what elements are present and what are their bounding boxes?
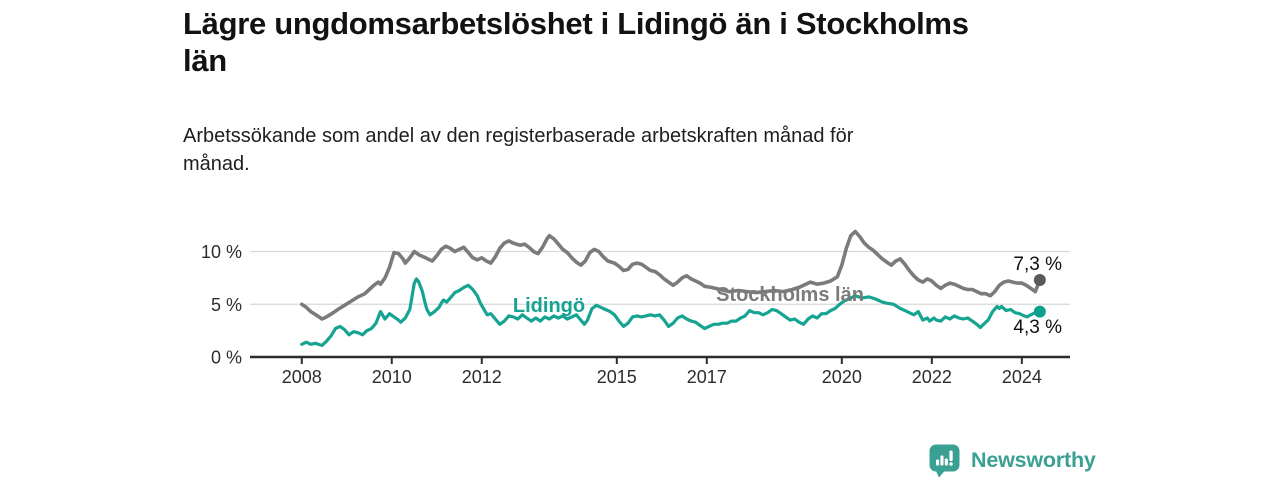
x-tick-label: 2012 [462,367,502,387]
series-end-dot-stockholms-l-n [1033,273,1046,286]
newsworthy-logo: Newsworthy [928,442,1096,478]
y-tick-label: 5 % [211,295,242,315]
x-tick-label: 2020 [822,367,862,387]
end-value-label-liding-: 4,3 % [1013,317,1062,338]
data-series [300,229,1046,347]
series-end-dot-liding- [1033,305,1046,318]
chart-subtitle-line-2: månad. [183,153,250,175]
x-tick-label: 2010 [372,367,412,387]
y-tick-label: 10 % [201,242,242,262]
y-tick-label: 0 % [211,348,242,368]
series-label-liding-: Lidingö [513,295,585,317]
series-label-stockholms-l-n: Stockholms län [716,284,864,306]
bar-chart-speech-bubble-icon [929,444,960,477]
end-value-label-stockholms-l-n: 7,3 % [1013,254,1062,275]
series-line-stockholms-l-n [300,229,1042,321]
x-tick-label: 2015 [597,367,637,387]
chart-title: Lägre ungdomsarbetslöshet i Lidingö än i… [183,5,1158,79]
x-tick-label: 2022 [912,367,952,387]
chart-subtitle-line-1: Arbetssökande som andel av den registerb… [183,125,854,147]
logo-wordmark: Newsworthy [971,447,1096,472]
x-axis: 2008 2010 2012 2015 2017 2020 2022 2024 0 % 5 % 10… [201,242,1070,387]
x-tick-label: 2017 [687,367,727,387]
x-tick-label: 2024 [1002,367,1042,387]
x-tick-label: 2008 [282,367,322,387]
chart-title-line-1: Lägre ungdomsarbetslöshet i Lidingö än i… [183,6,969,41]
series-line-liding- [300,277,1042,347]
chart-labels: Stockholms län 7,3 % Lidingö 4,3 % [513,254,1062,338]
chart-title-line-2: län [183,43,227,78]
chart-subtitle: Arbetssökande som andel av den registerb… [183,122,1083,178]
gridlines [250,250,1070,305]
